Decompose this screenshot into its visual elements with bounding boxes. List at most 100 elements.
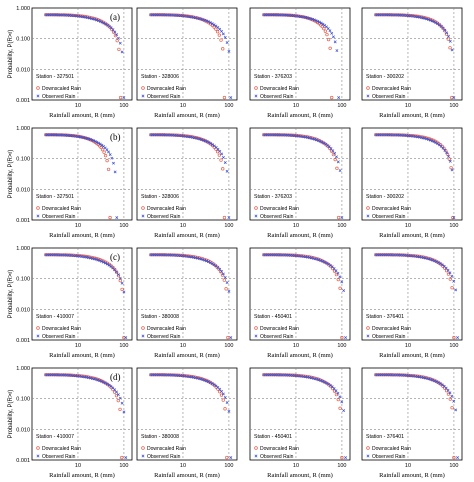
data-point-downscaled <box>263 253 268 257</box>
data-point-observed <box>319 21 323 25</box>
x-tick-label: 10 <box>180 343 186 349</box>
x-tick-label: 100 <box>337 343 346 349</box>
data-point-observed <box>319 259 323 262</box>
x-tick-label: 100 <box>449 343 458 349</box>
data-point-observed <box>210 382 214 385</box>
data-point-downscaled <box>226 335 230 340</box>
x-axis-label: Rainfall amount, R (mm) <box>49 472 115 479</box>
data-point-observed <box>100 379 104 383</box>
data-point-downscaled <box>119 95 123 100</box>
data-point-observed <box>225 281 229 284</box>
data-point-downscaled <box>117 47 121 52</box>
y-tick-label: 0.001 <box>16 338 30 344</box>
data-point-observed <box>428 138 432 142</box>
data-point-downscaled <box>263 373 268 377</box>
legend-marker-observed <box>36 94 40 98</box>
data-point-observed <box>118 41 122 45</box>
data-point-observed <box>227 409 231 413</box>
data-point-observed <box>452 216 456 220</box>
data-point-observed <box>321 259 325 263</box>
y-tick-label: 0.100 <box>16 277 30 283</box>
data-point-observed <box>320 140 324 144</box>
x-axis-label: Rainfall amount, R (mm) <box>267 352 333 359</box>
legend-marker-observed <box>254 94 258 98</box>
data-point-observed <box>220 269 223 273</box>
data-point-observed <box>312 18 316 22</box>
plot-frame <box>361 127 463 221</box>
x-tick-label: 10 <box>405 343 411 349</box>
x-tick-label: 100 <box>224 463 233 469</box>
plot-frame <box>136 127 238 221</box>
data-point-observed <box>425 377 429 380</box>
data-point-observed <box>326 382 330 386</box>
data-point-downscaled <box>103 154 108 158</box>
data-point-observed <box>227 289 231 293</box>
data-point-observed <box>201 378 205 382</box>
data-point-observed <box>332 387 336 391</box>
data-point-observed <box>445 151 449 155</box>
data-point-observed <box>110 156 114 160</box>
data-point-observed <box>448 391 452 395</box>
data-point-downscaled <box>149 253 153 257</box>
legend-label-downscaled: Downscaled Rain <box>42 326 81 332</box>
legend-label-observed: Observed Rain <box>372 94 406 100</box>
panel-b-4: 10 100 Station - 300202 Downscaled Rain Obse… <box>361 127 463 239</box>
data-point-observed <box>202 138 205 142</box>
data-point-observed <box>315 138 318 142</box>
row-label: (c) <box>110 252 120 262</box>
data-point-observed <box>203 139 207 143</box>
data-point-observed <box>113 388 117 392</box>
data-point-observed <box>221 32 225 36</box>
data-point-downscaled <box>223 407 227 411</box>
x-tick-label: 10 <box>293 343 299 349</box>
panel-c-2: 10 100 Station - 380008 Downscaled Rain Obse… <box>136 247 238 359</box>
station-label: Station - 450401 <box>254 314 292 320</box>
data-point-observed <box>117 36 120 40</box>
data-point-observed <box>338 395 342 399</box>
data-point-observed <box>199 257 203 261</box>
data-point-downscaled <box>214 27 218 31</box>
x-tick-label: 10 <box>180 103 186 109</box>
data-point-observed <box>450 394 454 398</box>
panel-a-4: 10 100 Station - 300202 Downscaled Rain Obse… <box>361 7 463 119</box>
data-point-downscaled <box>44 253 48 257</box>
data-point-downscaled <box>331 152 336 157</box>
data-point-observed <box>427 18 430 21</box>
data-point-observed <box>446 388 450 392</box>
data-point-observed <box>113 30 117 34</box>
legend-label-downscaled: Downscaled Rain <box>147 86 186 92</box>
data-point-observed <box>434 21 438 25</box>
legend-label-downscaled: Downscaled Rain <box>42 446 81 452</box>
legend-marker-observed <box>141 214 145 218</box>
data-point-observed <box>323 380 327 384</box>
x-tick-label: 100 <box>119 103 128 109</box>
data-point-downscaled <box>334 392 339 397</box>
data-point-observed <box>225 169 229 173</box>
data-point-downscaled <box>45 253 50 257</box>
data-point-downscaled <box>338 286 342 290</box>
data-point-downscaled <box>336 277 340 282</box>
data-point-downscaled <box>446 392 451 396</box>
data-point-observed <box>212 383 216 387</box>
data-point-observed <box>313 257 317 261</box>
legend-marker-downscaled <box>366 326 370 330</box>
data-point-observed <box>116 393 120 397</box>
data-point-observed <box>102 260 105 264</box>
station-label: Station - 300202 <box>366 194 404 200</box>
legend-marker-downscaled <box>254 86 258 90</box>
data-point-downscaled <box>100 147 105 152</box>
data-point-observed <box>122 290 126 294</box>
plot-frame <box>249 247 351 341</box>
data-point-observed <box>115 33 119 37</box>
data-point-observed <box>429 258 433 261</box>
data-point-downscaled <box>335 166 339 170</box>
data-point-observed <box>229 456 233 460</box>
y-tick-label: 0.100 <box>16 397 30 403</box>
legend-marker-observed <box>141 334 145 338</box>
data-point-downscaled <box>78 14 83 18</box>
data-point-downscaled <box>450 406 454 410</box>
data-point-downscaled <box>262 133 266 137</box>
x-tick-label: 10 <box>405 463 411 469</box>
data-point-observed <box>220 29 223 33</box>
data-point-observed <box>435 260 439 264</box>
